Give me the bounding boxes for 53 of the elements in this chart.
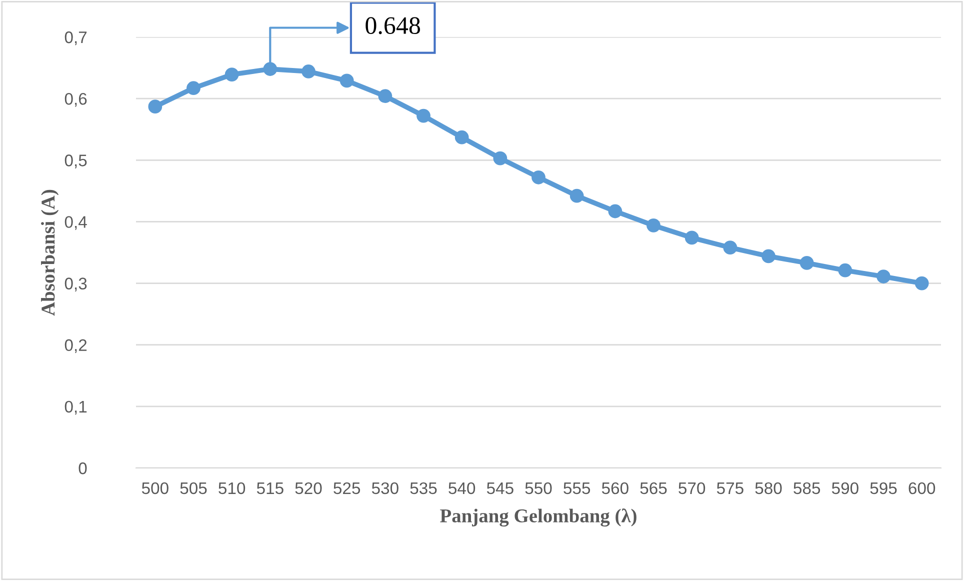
point (532, 170, 546, 184)
x-tick-label: 595 (870, 482, 897, 494)
point (876, 270, 890, 284)
y-tick-label: 0,6 (64, 92, 87, 107)
point (416, 108, 430, 123)
y-tick-label: 0 (78, 462, 87, 474)
y-tick-label: 0,1 (64, 400, 87, 415)
x-tick-label: 565 (640, 482, 667, 494)
y-tick-label: 0,2 (64, 339, 87, 354)
x-tick-label: 525 (334, 482, 360, 494)
y-tick-label: 0,4 (64, 216, 87, 230)
y-tick-label: 0,3 (64, 278, 87, 292)
x-axis-title: Panjang Gelombang (λ) (440, 508, 636, 527)
x-tick-label: 505 (180, 482, 207, 494)
point (570, 188, 584, 203)
point (454, 130, 469, 144)
x-tick-label: 530 (372, 482, 398, 494)
x-tick-label: 570 (678, 482, 706, 494)
point (838, 263, 852, 278)
x-tick-label: 500 (142, 482, 168, 494)
point (762, 249, 776, 264)
x-tick-label: 590 (832, 482, 858, 494)
x-tick-label: 560 (602, 482, 628, 494)
point (608, 204, 622, 218)
point (186, 81, 200, 96)
point (302, 64, 316, 78)
x-tick-label: 580 (755, 482, 782, 494)
point (340, 74, 354, 88)
x-tick-label: 520 (295, 482, 322, 494)
y-tick-label: 0,5 (64, 154, 87, 168)
point (646, 218, 660, 232)
point (800, 256, 814, 270)
point (684, 230, 699, 245)
point (493, 151, 508, 166)
x-tick-label: 600 (908, 482, 936, 494)
x-tick-label: 515 (256, 482, 284, 494)
y-axis-title: Absorbansi (A) (41, 190, 59, 316)
point (148, 100, 162, 114)
x-tick-label: 585 (794, 482, 820, 494)
x-tick-label: 550 (525, 482, 552, 494)
y-tick-label: 0,7 (64, 31, 87, 46)
point (723, 240, 738, 255)
x-tick-label: 540 (448, 482, 476, 494)
point (378, 89, 392, 104)
x-tick-label: 555 (564, 482, 590, 494)
x-tick-label: 575 (716, 482, 744, 494)
point (224, 68, 239, 82)
x-tick-label: 510 (218, 482, 246, 494)
x-tick-label: 545 (486, 482, 514, 494)
point (263, 62, 278, 76)
point (914, 276, 929, 290)
x-tick-label: 535 (410, 482, 437, 494)
annotation: 0.648 (366, 17, 420, 34)
